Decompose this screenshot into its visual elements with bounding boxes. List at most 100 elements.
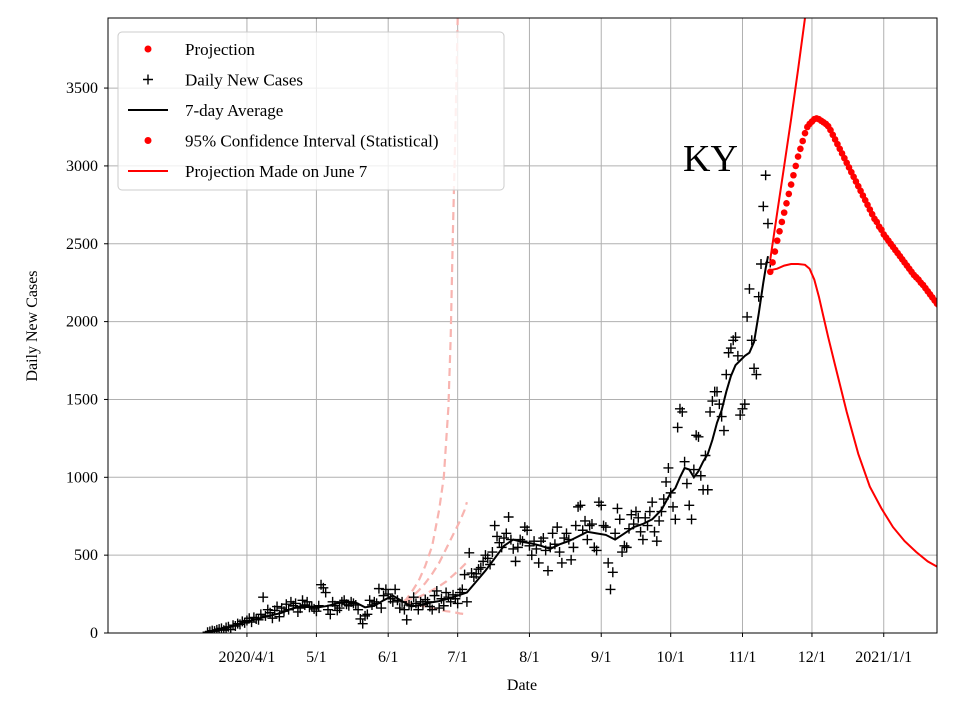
daily-case-marker: [568, 542, 579, 553]
daily-case-marker: [457, 584, 468, 595]
projection-point: [787, 181, 795, 188]
daily-case-marker: [498, 533, 509, 544]
daily-case-marker: [542, 565, 553, 576]
projection-point: [794, 153, 802, 160]
daily-case-marker: [644, 506, 655, 517]
legend-label: Projection: [185, 40, 255, 59]
x-tick-label: 7/1: [447, 649, 467, 666]
daily-case-marker: [501, 528, 512, 539]
daily-case-marker: [492, 531, 503, 542]
daily-case-marker: [600, 522, 611, 533]
daily-case-marker: [691, 430, 702, 441]
daily-case-marker: [677, 406, 688, 417]
daily-case-marker: [522, 525, 533, 536]
daily-case-marker: [663, 462, 674, 473]
daily-case-marker: [647, 497, 658, 508]
daily-case-marker: [547, 528, 558, 539]
projection-point: [799, 137, 806, 145]
daily-case-marker: [390, 584, 401, 595]
daily-case-marker: [559, 533, 570, 544]
legend-label: Daily New Cases: [185, 71, 303, 90]
ci-lower-line: [770, 263, 937, 568]
y-tick-label: 3000: [66, 158, 98, 175]
daily-case-marker: [325, 609, 336, 620]
legend-box: [117, 31, 505, 191]
daily-case-marker: [580, 515, 591, 526]
daily-case-marker: [621, 542, 632, 553]
daily-case-marker: [684, 500, 695, 511]
daily-case-marker: [475, 562, 486, 573]
june-projection-dashed-line: [403, 18, 459, 603]
projection-point: [769, 259, 776, 266]
projection-point: [773, 237, 781, 244]
daily-case-marker: [373, 583, 384, 594]
x-tick-label: 2020/4/1: [218, 649, 275, 666]
daily-case-marker: [452, 598, 463, 609]
daily-case-marker: [705, 406, 716, 417]
daily-case-marker: [737, 403, 748, 414]
daily-case-marker: [695, 470, 706, 481]
projection-point: [778, 218, 786, 226]
daily-case-marker: [512, 542, 523, 553]
daily-case-marker: [487, 547, 498, 558]
y-tick-label: 2500: [66, 236, 98, 253]
daily-case-marker: [679, 456, 690, 467]
daily-case-marker: [730, 332, 741, 343]
daily-case-marker: [362, 609, 373, 620]
daily-case-marker: [538, 533, 549, 544]
daily-case-marker: [635, 526, 646, 537]
june-projection-dashed-line: [404, 561, 468, 602]
daily-case-marker: [552, 522, 563, 533]
daily-case-marker: [508, 543, 519, 554]
daily-case-marker: [464, 547, 475, 558]
axes: 2020/4/1 5/1 6/1 7/1 8/1 9/1 10/1 11/1 12/1 2021/…: [66, 80, 912, 666]
daily-case-marker: [556, 557, 567, 568]
projection-point: [785, 190, 793, 198]
projection-point: [771, 248, 779, 255]
daily-case-marker: [394, 603, 405, 614]
daily-case-marker: [494, 537, 505, 548]
daily-case-marker: [441, 587, 452, 598]
daily-case-marker: [575, 500, 586, 511]
daily-case-marker: [749, 363, 760, 374]
daily-case-marker: [661, 476, 672, 487]
plot-area: [202, 18, 937, 633]
daily-case-marker: [672, 422, 683, 433]
daily-case-marker: [334, 603, 345, 614]
daily-case-marker: [605, 584, 616, 595]
daily-case-marker: [619, 540, 630, 551]
legend-item: Daily New Cases: [143, 71, 303, 90]
legend-label: 95% Confidence Interval (Statistical): [185, 132, 439, 151]
daily-case-marker: [721, 369, 732, 380]
daily-case-marker: [438, 600, 449, 611]
daily-case-marker: [459, 569, 470, 580]
daily-case-marker: [408, 592, 419, 603]
legend-item: 95% Confidence Interval (Statistical): [144, 132, 439, 151]
daily-case-marker: [630, 506, 641, 517]
daily-case-marker: [561, 528, 572, 539]
x-tick-label: 10/1: [656, 649, 684, 666]
legend-item: Projection: [144, 40, 255, 59]
daily-case-marker: [712, 386, 723, 397]
daily-case-marker: [332, 605, 343, 616]
daily-case-marker: [554, 547, 565, 558]
daily-case-marker: [582, 534, 593, 545]
y-axis-title: Daily New Cases: [24, 270, 41, 381]
daily-case-marker: [637, 534, 648, 545]
daily-case-marker: [320, 587, 331, 598]
daily-case-marker: [281, 599, 292, 610]
projection-point: [766, 268, 774, 276]
daily-case-marker: [586, 519, 597, 530]
legend-dot-marker: [144, 45, 152, 53]
projection-point: [783, 199, 790, 207]
daily-case-marker: [364, 595, 375, 606]
state-annotation: KY: [683, 138, 738, 180]
legend-plus-marker: [143, 74, 153, 85]
daily-case-marker: [603, 557, 614, 568]
daily-case-marker: [482, 553, 493, 564]
daily-case-marker: [318, 582, 329, 593]
daily-case-marker: [654, 515, 665, 526]
daily-case-marker: [297, 595, 308, 606]
daily-case-marker: [533, 557, 544, 568]
daily-case-marker: [617, 547, 628, 558]
